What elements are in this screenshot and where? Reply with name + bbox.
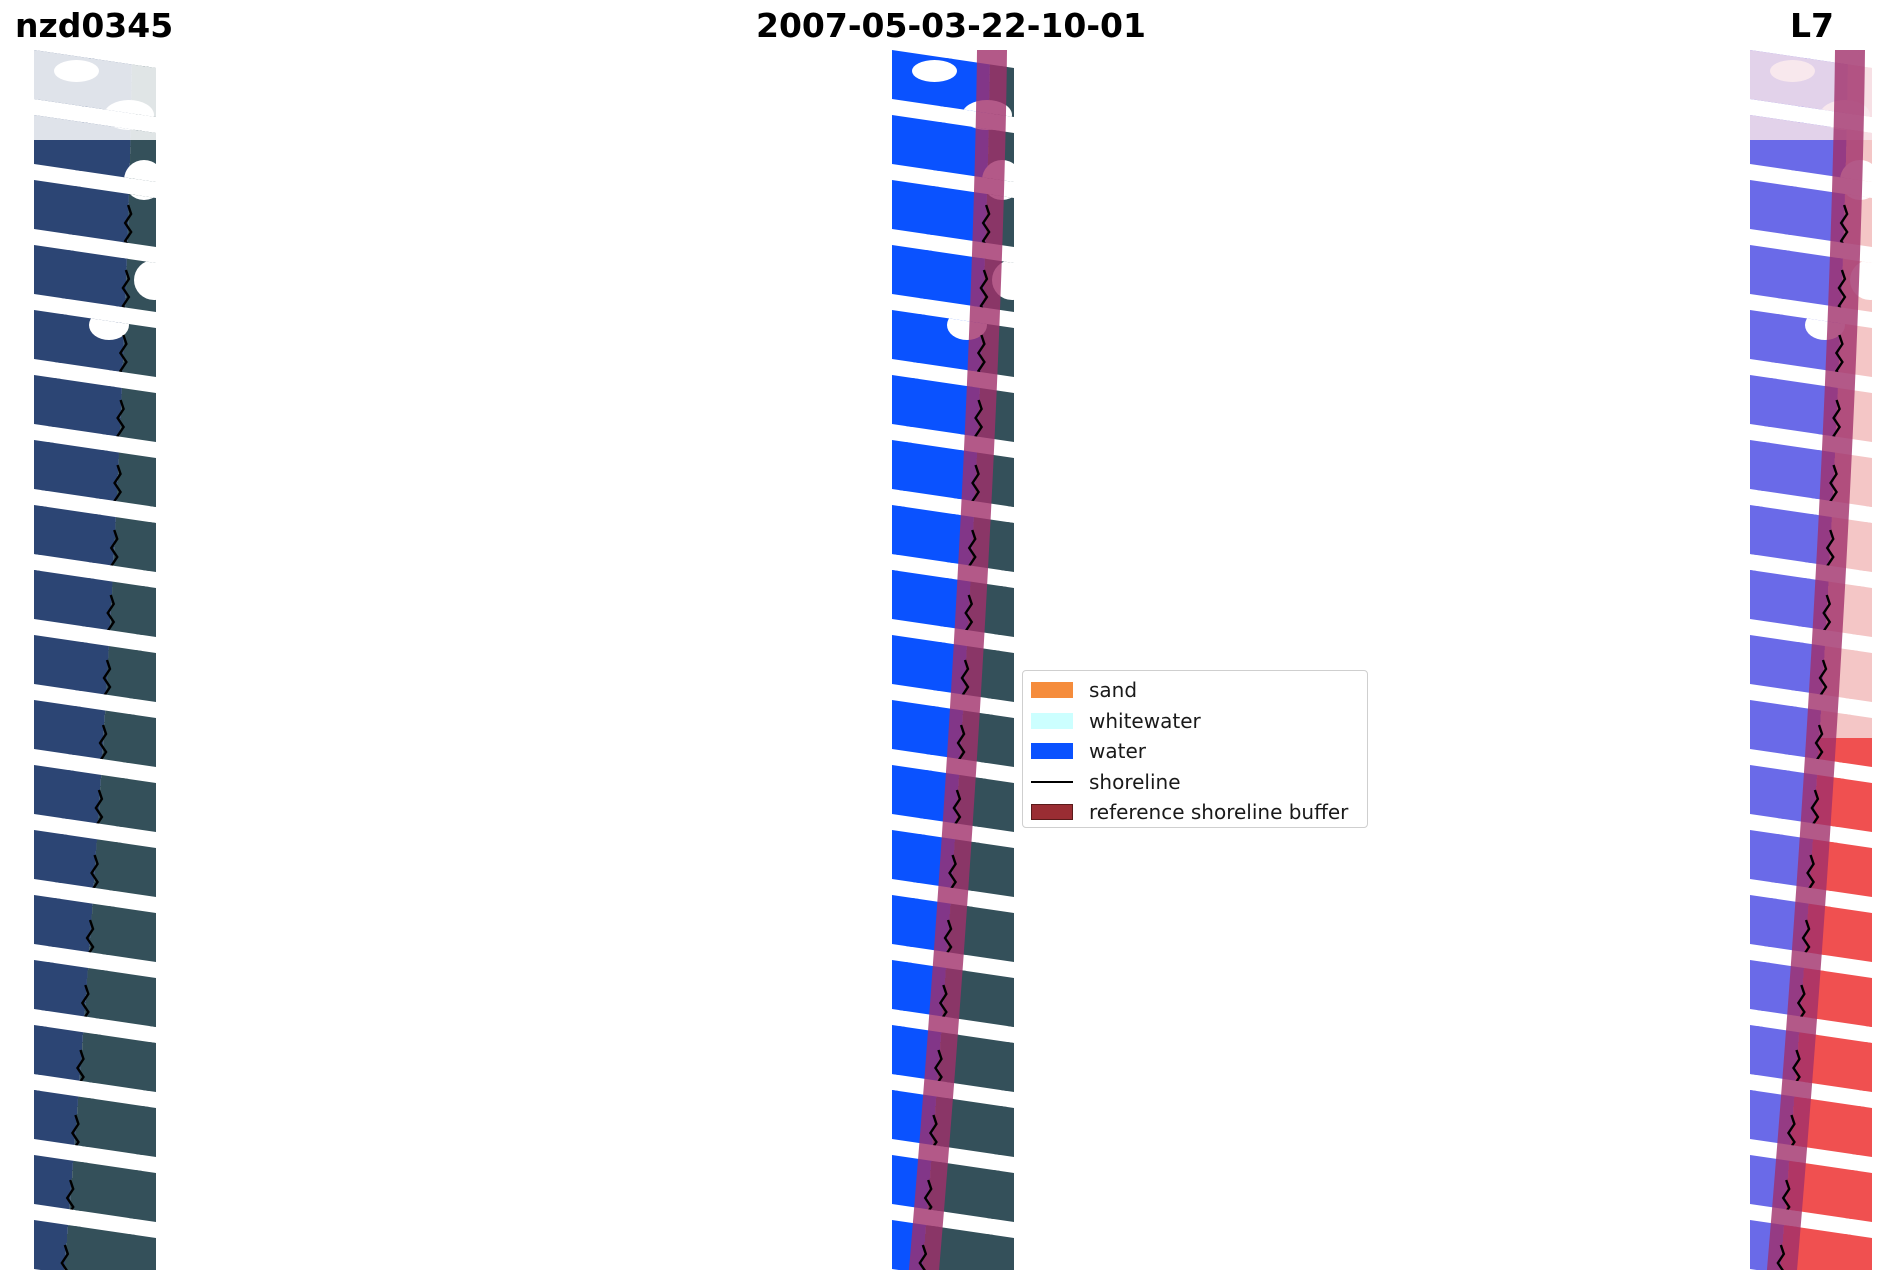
legend-item-water: water — [1031, 739, 1146, 763]
legend-label: water — [1089, 739, 1146, 763]
satellite-title: L7 — [1790, 6, 1834, 45]
legend-label: shoreline — [1089, 769, 1181, 794]
legend-swatch — [1031, 682, 1073, 698]
reference-buffer — [1767, 50, 1865, 1270]
legend-swatch — [1031, 712, 1073, 729]
legend-label: sand — [1089, 678, 1138, 702]
legend-label: reference shoreline buffer — [1089, 800, 1349, 824]
legend: sand whitewater water shoreline reference sh… — [1022, 670, 1368, 828]
classified-image-panel — [892, 50, 1014, 1270]
legend-swatch — [1031, 743, 1073, 759]
legend-label: whitewater — [1089, 708, 1201, 733]
legend-item-shoreline: shoreline — [1031, 770, 1181, 794]
rgb-image-panel — [34, 50, 156, 1270]
legend-swatch — [1031, 780, 1073, 783]
legend-item-sand: sand — [1031, 678, 1137, 702]
legend-swatch — [1031, 804, 1073, 820]
site-name-title: nzd0345 — [15, 6, 174, 45]
legend-item-whitewater: whitewater — [1031, 709, 1201, 733]
water-index-panel — [1750, 50, 1872, 1270]
reference-buffer — [909, 50, 1007, 1270]
legend-item-reference-shoreline-buffer: reference shoreline buffer — [1031, 800, 1348, 824]
image-date-title: 2007-05-03-22-10-01 — [756, 6, 1146, 45]
